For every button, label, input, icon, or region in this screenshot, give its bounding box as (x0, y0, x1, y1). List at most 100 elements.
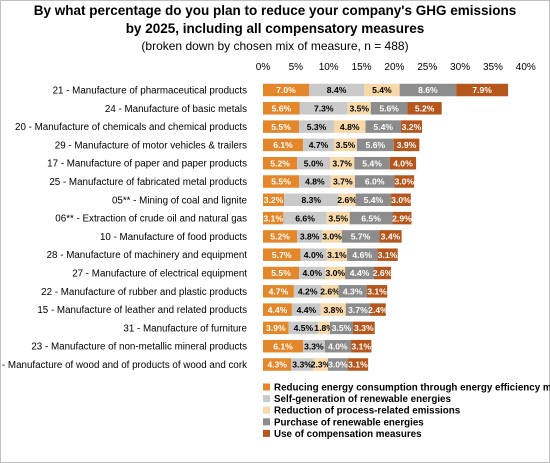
data-label: 3.7% (348, 305, 368, 315)
data-label: 5.5% (271, 122, 291, 132)
legend-swatch (263, 395, 270, 403)
bar-segment (263, 321, 289, 335)
bar-segment (263, 83, 309, 97)
chart-title-line-2: by 2025, including all compensatory meas… (125, 21, 425, 36)
category-label: 27 - Manufacture of electrical equipment (72, 269, 247, 280)
bar-segment (374, 266, 392, 280)
data-label: 5.4% (372, 85, 392, 95)
legend-swatch (263, 406, 270, 414)
bar-segment (293, 285, 322, 298)
bar-segment (299, 266, 326, 280)
legend-entry: Reduction of process-related emissions (274, 406, 461, 417)
data-label: 3.0% (394, 177, 414, 187)
data-label: 4.0% (393, 158, 413, 168)
data-label: 5.6% (272, 104, 292, 114)
data-label: 4.2% (298, 287, 318, 297)
bar-segment (394, 175, 415, 188)
bar-segment (365, 120, 401, 133)
bar-segment (321, 285, 339, 298)
category-label: 05** - Mining of coal and lignite (112, 195, 248, 206)
bar-segment (263, 358, 292, 371)
category-label: 22 - Manufacture of rubber and plastic p… (41, 287, 247, 298)
data-label: 5.7% (272, 250, 292, 260)
data-label: 4.4% (268, 305, 288, 315)
category-label: 16 - Manufacture of wood and of products… (0, 360, 247, 371)
data-label: 5.6% (379, 104, 399, 114)
bar-segment (333, 120, 366, 133)
x-tick-label: 40% (516, 62, 536, 73)
category-label: 06** - Extraction of crude oil and natur… (55, 214, 247, 225)
data-label: 4.3% (343, 287, 363, 297)
bar-segment (297, 156, 331, 170)
data-label: 4.6% (352, 250, 372, 260)
data-label: 6.6% (295, 213, 315, 223)
x-tick-label: 30% (450, 62, 470, 73)
data-label: 3.5% (328, 213, 348, 223)
data-label: 6.0% (365, 177, 385, 187)
bar-segment (291, 303, 321, 316)
data-label: 3.0% (325, 268, 345, 278)
category-label: 24 - Manufacture of basic metals (105, 104, 247, 115)
data-label: 3.1% (327, 250, 347, 260)
data-label: 3.2% (402, 122, 422, 132)
data-label: 3.1% (351, 341, 371, 351)
legend-entry: Reducing energy consumption through ener… (274, 383, 550, 394)
data-label: 4.3% (267, 360, 287, 370)
data-label: 3.5% (349, 104, 369, 114)
bar-segment (347, 102, 371, 115)
data-label: 3.1% (378, 250, 398, 260)
bar-segment (407, 102, 442, 115)
data-label: 5.6% (366, 140, 386, 150)
bar-segment (299, 120, 334, 133)
bar-segment (300, 248, 327, 261)
bar-segment (345, 266, 375, 280)
bar-segment (284, 193, 339, 207)
data-label: 5.4% (364, 195, 384, 205)
data-label: 8.6% (418, 85, 438, 95)
chart-subtitle: (broken down by chosen mix of measure, n… (141, 39, 409, 53)
category-label: 28 - Manufacture of machinery and equipm… (47, 250, 248, 261)
bar-segment (341, 230, 380, 243)
bar-segment (288, 321, 319, 335)
bars: 7.0% 8.4% 5.4% 8.6% 7.9% 5.6% 7.3% 3.5% 5.6% 5.2%… (263, 83, 509, 371)
bar-segment (263, 248, 301, 261)
bar-segment (347, 248, 378, 261)
bar-segment (338, 193, 356, 207)
data-label: 3.5% (332, 323, 352, 333)
category-label: 20 - Manufacture of chemicals and chemic… (15, 122, 247, 133)
data-label: 2.4% (368, 305, 388, 315)
legend-swatch (263, 418, 270, 426)
data-label: 3.4% (381, 232, 401, 242)
data-label: 3.0% (322, 232, 342, 242)
bar-segment (393, 138, 420, 152)
bar-segment (263, 339, 304, 353)
data-label: 8.4% (327, 85, 347, 95)
data-label: 3.9% (397, 140, 417, 150)
bar-segment (326, 248, 348, 261)
data-label: 5.4% (373, 122, 393, 132)
bar-segment (326, 211, 350, 225)
data-label: 3.3% (354, 323, 374, 333)
x-tick-label: 20% (384, 62, 404, 73)
bar-segment (263, 266, 300, 280)
bar-segment (299, 102, 348, 115)
legend-swatch (263, 429, 270, 437)
data-label: 3.0% (391, 195, 411, 205)
bar-segment (379, 230, 402, 243)
bar-segment (389, 156, 417, 170)
bar-segment (263, 230, 298, 243)
data-label: 7.3% (314, 104, 334, 114)
legend-entry: Use of compensation measures (274, 429, 422, 440)
bar-segment (400, 120, 422, 133)
data-label: 4.0% (328, 341, 348, 351)
bar-segment (391, 193, 411, 207)
bar-segment (345, 303, 371, 316)
bar-segment (283, 211, 327, 225)
x-tick-label: 5% (289, 62, 304, 73)
bar-segment (325, 266, 346, 280)
bar-segment (351, 339, 372, 353)
bar-segment (308, 83, 365, 97)
x-tick-label: 25% (417, 62, 437, 73)
data-label: 3.8% (300, 232, 320, 242)
data-label: 4.8% (305, 177, 325, 187)
